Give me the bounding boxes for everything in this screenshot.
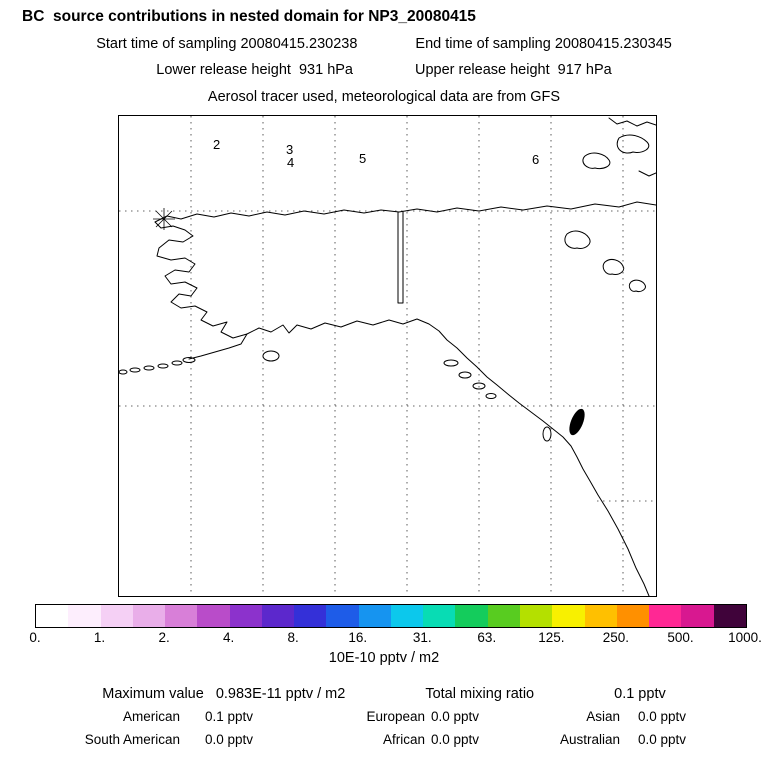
colorbar-cell [261, 605, 295, 627]
colorbar-tick-label: 31. [412, 630, 432, 645]
colorbar-tick-label: 125. [538, 630, 565, 645]
colorbar-cell [197, 605, 230, 627]
colorbar-cell [390, 605, 424, 627]
colorbar-cell [552, 605, 585, 627]
aleutian-islands [119, 357, 196, 375]
colorbar-tick-label: 4. [222, 630, 235, 645]
contribution-value: 0.0 pptv [431, 709, 480, 724]
arctic-islands [582, 117, 656, 177]
contribution-row-1: American 0.1 pptv European 0.0 pptv Asian 0.0… [15, 709, 753, 724]
release-point-marker [153, 208, 175, 230]
contribution-label: Australian [559, 732, 620, 747]
southeast-islands [443, 359, 552, 442]
coastline-arctic [154, 201, 656, 223]
border-line [397, 211, 404, 304]
contribution-value: 0.0 pptv [205, 732, 254, 747]
kodiak-island [262, 350, 280, 362]
map-cluster-label: 4 [287, 155, 295, 170]
contribution-value: 0.0 pptv [638, 732, 687, 747]
total-mixing-ratio-value: 0.1 pptv [614, 686, 666, 702]
colorbar-cell [36, 605, 69, 627]
colorbar-cell [519, 605, 553, 627]
colorbar-cell [68, 605, 101, 627]
colorbar-tick-label: 63. [477, 630, 497, 645]
map-cluster-label: 6 [532, 152, 540, 167]
map-plot [119, 116, 656, 596]
coastline-west-alaska [154, 221, 248, 360]
colorbar-cell [165, 605, 198, 627]
map-cluster-label: 5 [359, 151, 367, 166]
colorbar-cell [229, 605, 262, 627]
colorbar-tick-label: 0. [29, 630, 41, 645]
colorbar-cell [423, 605, 456, 627]
colorbar-tick-label: 250. [602, 630, 630, 645]
contribution-row: South American 0.0 pptv African 0.0 pptv Aus… [15, 732, 753, 747]
colorbar-cell [649, 605, 682, 627]
start-time-text: Start time of sampling 20080415.230238 [96, 36, 358, 52]
max-value: 0.983E-11 pptv / m2 [215, 686, 346, 702]
colorbar-cell [132, 605, 166, 627]
vancouver-island-blob [569, 408, 585, 436]
contribution-label: American [122, 709, 180, 724]
map-cluster-label: 3 [286, 142, 294, 157]
colorbar-cell [713, 605, 746, 627]
colorbar-units-label: 10E-10 pptv / m2 [328, 650, 440, 666]
contribution-row-2: South American 0.0 pptv African 0.0 pptv Aus… [15, 732, 753, 747]
release-height-line: Lower release height 931 hPa Upper relea… [0, 62, 768, 78]
max-value-line: Maximum value 0.983E-11 pptv / m2 Total … [0, 686, 768, 702]
contribution-value: 0.1 pptv [205, 709, 254, 724]
colorbar-cell [100, 605, 133, 627]
total-mixing-ratio-label: Total mixing ratio [425, 686, 535, 702]
contribution-label: South American [84, 732, 180, 747]
lakes [564, 230, 646, 292]
colorbar-tick-label: 2. [158, 630, 170, 645]
lower-release-text: Lower release height 931 hPa [156, 62, 353, 78]
map-cluster-label: 2 [213, 137, 221, 152]
contribution-row: American 0.1 pptv European 0.0 pptv Asian 0.0… [15, 709, 753, 724]
colorbar-cell [681, 605, 714, 627]
coastline-south-west-coast [246, 318, 650, 596]
coastlines [119, 117, 656, 596]
tracer-info-text: Aerosol tracer used, meteorological data… [207, 89, 561, 105]
max-value-label: Maximum value [102, 686, 204, 702]
contribution-value: 0.0 pptv [638, 709, 687, 724]
contribution-label: African [382, 732, 425, 747]
sampling-time-line: Start time of sampling 20080415.230238 E… [0, 36, 768, 52]
colorbar-tick-label: 500. [667, 630, 694, 645]
colorbar-cell [358, 605, 391, 627]
colorbar-cell [487, 605, 520, 627]
colorbar [35, 604, 747, 628]
contribution-label: European [366, 709, 425, 724]
contribution-label: Asian [586, 709, 620, 724]
colorbar-cell [294, 605, 327, 627]
colorbar-tick-label: 8. [287, 630, 299, 645]
colorbar-tick-label: 16. [348, 630, 368, 645]
upper-release-text: Upper release height 917 hPa [415, 62, 612, 78]
colorbar-cell [326, 605, 359, 627]
colorbar-cell [584, 605, 617, 627]
contribution-value: 0.0 pptv [431, 732, 480, 747]
colorbar-tick-label: 1000. [728, 630, 762, 645]
colorbar-ticks: 0. 1. 2. 4. 8. 16. 31. 63. 125. 250. 500. 1000. [29, 630, 762, 646]
plot-title: BC source contributions in nested domain… [22, 8, 476, 25]
colorbar-tick-label: 1. [93, 630, 106, 645]
colorbar-cell [455, 605, 488, 627]
end-time-text: End time of sampling 20080415.230345 [415, 36, 672, 52]
colorbar-cell [616, 605, 650, 627]
